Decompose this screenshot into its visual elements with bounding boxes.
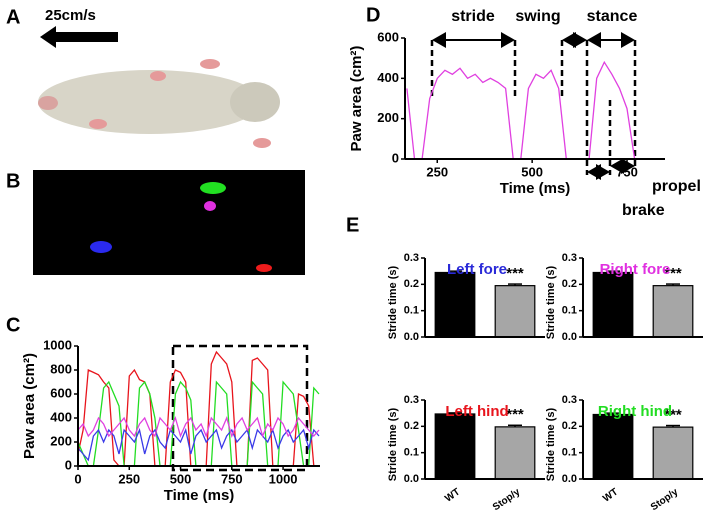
significance: *** — [664, 265, 682, 282]
annotation: swing — [515, 8, 560, 25]
x-tick-label: 750 — [221, 471, 243, 486]
y-tick-label: 0.1 — [404, 305, 419, 317]
paw-print — [204, 201, 216, 211]
x-tick-label: 1000 — [269, 471, 298, 486]
paw — [253, 138, 271, 148]
y-axis-label: Stride time (s) — [545, 265, 557, 339]
arrow-head — [40, 26, 56, 48]
mouse-nose — [38, 96, 58, 110]
x-axis-label: Time (ms) — [500, 180, 571, 197]
y-axis-label: Stride time (s) — [387, 407, 399, 481]
data-line — [77, 416, 320, 438]
x-tick-label: Stop/y — [491, 486, 523, 513]
y-tick-label: 0.2 — [404, 278, 419, 290]
phase-dividers — [430, 40, 637, 175]
x-tick-label: 500 — [170, 471, 192, 486]
y-tick-label: 400 — [377, 70, 399, 85]
panel-label: D — [366, 4, 380, 26]
data-line — [77, 350, 319, 467]
y-tick-label: 0.3 — [404, 252, 419, 264]
y-tick-label: 1000 — [43, 337, 72, 352]
chart-title: Left fore — [447, 261, 507, 278]
data-line — [77, 427, 320, 462]
y-tick-label: 200 — [377, 110, 399, 125]
y-axis-label: Stride time (s) — [545, 407, 557, 481]
mouse-body — [38, 70, 262, 134]
paw-print-image — [33, 170, 305, 275]
phase-arrows — [432, 32, 635, 180]
y-tick-label: 0 — [65, 457, 72, 472]
bar — [494, 285, 536, 338]
annotation: stance — [587, 8, 638, 25]
paw — [89, 119, 107, 129]
y-tick-label: 0.0 — [404, 331, 419, 343]
x-tick-label: 250 — [426, 164, 448, 179]
paw — [150, 71, 166, 81]
bar — [652, 285, 694, 338]
y-tick-label: 0.2 — [562, 420, 577, 432]
bar — [592, 413, 634, 480]
y-tick-label: 0.3 — [562, 394, 577, 406]
bar — [652, 426, 694, 480]
x-tick-label: WT — [443, 487, 462, 505]
annotation: propel — [652, 178, 701, 195]
y-tick-label: 0.0 — [562, 331, 577, 343]
chart-title: Right hind — [598, 403, 672, 420]
chart-title: Right fore — [600, 261, 671, 278]
significance: *** — [664, 407, 682, 424]
y-tick-label: 600 — [377, 29, 399, 44]
y-tick-label: 0.3 — [404, 394, 419, 406]
data-line — [406, 60, 665, 160]
speed-label: 25cm/s — [45, 7, 96, 24]
y-tick-label: 0.3 — [562, 252, 577, 264]
y-tick-label: 400 — [50, 409, 72, 424]
y-axis-label: Paw area (cm²) — [21, 353, 38, 459]
y-tick-label: 0.1 — [562, 305, 577, 317]
y-tick-label: 0.0 — [562, 473, 577, 485]
y-axis-label: Paw area (cm²) — [348, 46, 365, 152]
bar — [592, 271, 634, 338]
bar — [434, 413, 476, 480]
mouse-rear — [230, 82, 280, 122]
y-tick-label: 0.2 — [562, 278, 577, 290]
y-axis-label: Stride time (s) — [387, 265, 399, 339]
x-tick-label: Stop/y — [649, 486, 681, 513]
y-tick-label: 0.1 — [562, 447, 577, 459]
annotation: brake — [622, 202, 665, 219]
paw — [200, 59, 220, 69]
y-tick-label: 0.1 — [404, 447, 419, 459]
x-tick-label: 250 — [118, 471, 140, 486]
paw-print — [90, 241, 112, 253]
panel-label: B — [6, 170, 20, 192]
paw-print — [200, 182, 226, 194]
paw-print — [256, 264, 272, 272]
bar — [434, 271, 476, 338]
x-tick-label: 0 — [74, 471, 81, 486]
y-tick-label: 0.0 — [404, 473, 419, 485]
panel-label: C — [6, 314, 20, 336]
x-tick-label: WT — [601, 487, 620, 505]
bar — [494, 426, 536, 480]
zoom-box — [171, 344, 309, 472]
y-tick-label: 0 — [392, 150, 399, 165]
panel-label: E — [346, 214, 359, 236]
x-tick-label: 750 — [616, 164, 638, 179]
x-axis-label: Time (ms) — [164, 487, 235, 504]
panel-label: A — [6, 6, 20, 28]
chart-title: Left hind — [445, 403, 508, 420]
significance: *** — [506, 265, 524, 282]
annotation: stride — [451, 8, 495, 25]
y-tick-label: 800 — [50, 361, 72, 376]
x-tick-label: 500 — [521, 164, 543, 179]
significance: *** — [506, 406, 524, 423]
y-tick-label: 600 — [50, 385, 72, 400]
y-tick-label: 0.2 — [404, 420, 419, 432]
y-tick-label: 200 — [50, 433, 72, 448]
